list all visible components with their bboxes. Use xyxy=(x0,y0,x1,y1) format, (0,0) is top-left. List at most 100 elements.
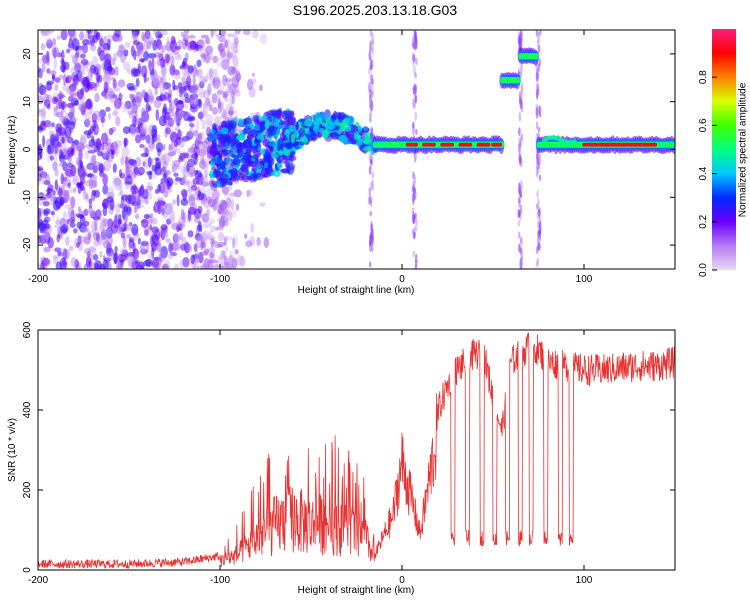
spectrogram-noise-cell xyxy=(167,117,174,127)
spectrogram-core xyxy=(498,142,503,147)
spectrogram-noise-cell xyxy=(247,78,253,91)
spectrogram-noise-cell xyxy=(156,134,161,141)
spectrogram-noise-cell xyxy=(116,262,123,269)
spectrogram-streak-cell xyxy=(370,244,374,253)
spectrogram-noise-cell xyxy=(143,144,147,152)
spectrogram-noise-cell xyxy=(226,51,234,59)
spectrogram-noise-cell xyxy=(164,53,170,64)
spectrogram-noise-cell xyxy=(201,213,210,223)
spectrogram-noise-cell xyxy=(208,104,213,112)
spectrogram-noise-cell xyxy=(62,161,68,172)
spectrogram-noise-cell xyxy=(49,155,55,161)
spectrogram-noise-cell xyxy=(214,57,223,63)
spectrogram-streak-cell xyxy=(538,174,542,182)
spectrogram-streak-cell xyxy=(537,242,541,251)
spectrogram-noise-cell xyxy=(62,193,71,203)
spectrogram-noise-cell xyxy=(162,172,167,181)
spectrogram-noise-cell xyxy=(68,217,76,224)
spectrogram-noise-cell xyxy=(86,40,93,46)
spectrogram-streak-cell xyxy=(536,203,539,210)
spectrogram-noise-cell xyxy=(158,115,167,127)
spectrogram-noise-cell xyxy=(44,102,49,108)
spectrogram-noise-cell xyxy=(133,206,138,214)
spectrogram-streak-cell xyxy=(369,30,373,38)
spectrogram-noise-cell xyxy=(165,40,172,52)
spectrogram-noise-cell xyxy=(43,30,51,37)
spectrogram-noise-cell xyxy=(165,179,169,184)
spectrogram-noise-cell xyxy=(233,32,238,42)
spectrogram-streak-cell xyxy=(371,78,374,85)
spectrogram-noise-cell xyxy=(143,40,149,53)
spectrogram-streak-cell xyxy=(538,153,542,166)
spectrogram-noise-cell xyxy=(192,64,198,75)
spectrogram-noisy-carrier-cell xyxy=(235,135,244,141)
spectrogram-noise-cell xyxy=(155,142,164,153)
spectrogram-noise-cell xyxy=(68,92,77,103)
spectrogram-noise-cell xyxy=(140,240,149,247)
colorbar-label: Normalized spectral amplitude xyxy=(738,82,749,217)
spectrogram-noise-cell xyxy=(65,112,69,118)
spectrogram-noise-cell xyxy=(143,214,150,219)
spectrogram-noise-cell xyxy=(180,198,189,206)
spectrogram-noise-cell xyxy=(210,30,214,39)
spectrogram-noise-cell xyxy=(43,99,51,108)
spectrogram-noise-cell xyxy=(125,206,132,216)
spectrogram-noise-cell xyxy=(204,75,209,83)
spectrogram-noise-cell xyxy=(38,192,44,197)
spectrogram-noise-cell xyxy=(170,107,175,117)
spectrogram-streak-cell xyxy=(411,207,415,214)
spectrogram-noise-cell xyxy=(53,47,57,59)
spectrogram-noise-cell xyxy=(150,235,154,247)
spectrogram-noise-cell xyxy=(232,55,239,68)
spectrogram-noise-cell xyxy=(212,264,220,269)
spectrogram-streak-cell xyxy=(414,31,418,44)
spectrogram-noise-cell xyxy=(141,31,146,41)
spectrogram-noise-cell xyxy=(88,81,96,89)
spectrogram-noise-cell xyxy=(146,40,152,50)
spectrogram-noise-cell xyxy=(222,74,228,87)
spectrogram-noise-cell xyxy=(123,61,131,71)
spectrogram-carrier-cell xyxy=(285,129,290,133)
spectrogram-noise-cell xyxy=(39,233,47,243)
spectrogram-noise-cell xyxy=(211,68,216,80)
spectrogram-noise-cell xyxy=(140,58,145,63)
spectrogram-noise-cell xyxy=(164,188,173,193)
spectrogram-noisy-carrier-cell xyxy=(219,173,229,181)
snr-y-tick-label: 0 xyxy=(22,567,33,573)
spectrogram-noise-cell xyxy=(45,56,50,66)
spectrogram-band-body xyxy=(672,141,675,148)
spectrogram-streak-cell xyxy=(519,247,523,256)
spectrogram-noise-cell xyxy=(243,30,251,36)
spectrogram-carrier-cell xyxy=(320,111,325,121)
spectrogram-noise-cell xyxy=(207,247,216,253)
spectrogram-noise-cell xyxy=(105,151,110,161)
spectrogram-noise-cell xyxy=(162,152,171,165)
spectrogram-noise-cell xyxy=(202,103,209,109)
spectrogram-noise-cell xyxy=(193,251,202,264)
spectrogram-streak-cell xyxy=(369,116,372,123)
spectrogram-carrier-cell xyxy=(314,111,322,121)
spectrogram-noise-cell xyxy=(112,176,121,188)
spectrogram-noisy-carrier-cell xyxy=(220,127,229,135)
spectrogram-noise-cell xyxy=(54,179,58,191)
spectrogram-streak-cell xyxy=(536,190,539,199)
spectrogram-noise-cell xyxy=(179,65,183,70)
spectrogram-noise-cell xyxy=(123,212,129,223)
spectrogram-noise-cell xyxy=(42,228,50,240)
spectrogram-noise-cell xyxy=(137,166,145,176)
spectrogram-noise-cell xyxy=(46,39,53,49)
spectrogram-noise-cell xyxy=(104,230,111,235)
spectrogram-noise-cell xyxy=(137,45,145,54)
spectrogram-noise-cell xyxy=(57,141,62,148)
spectrogram-noise-cell xyxy=(161,263,170,269)
spectrogram-streak-cell xyxy=(370,82,374,96)
spectrogram-streak-cell xyxy=(536,212,540,220)
spectrogram-noise-cell xyxy=(149,224,153,230)
spectrogram-noise-cell xyxy=(69,222,76,228)
spectrogram-noise-cell xyxy=(89,210,97,219)
spectrogram-noise-cell xyxy=(223,90,229,98)
spectrogram-streak-cell xyxy=(538,105,542,118)
spectrogram-noise-cell xyxy=(166,218,172,225)
spectrogram-noise-cell xyxy=(58,90,63,100)
spectrogram-noisy-carrier-cell xyxy=(235,175,240,181)
